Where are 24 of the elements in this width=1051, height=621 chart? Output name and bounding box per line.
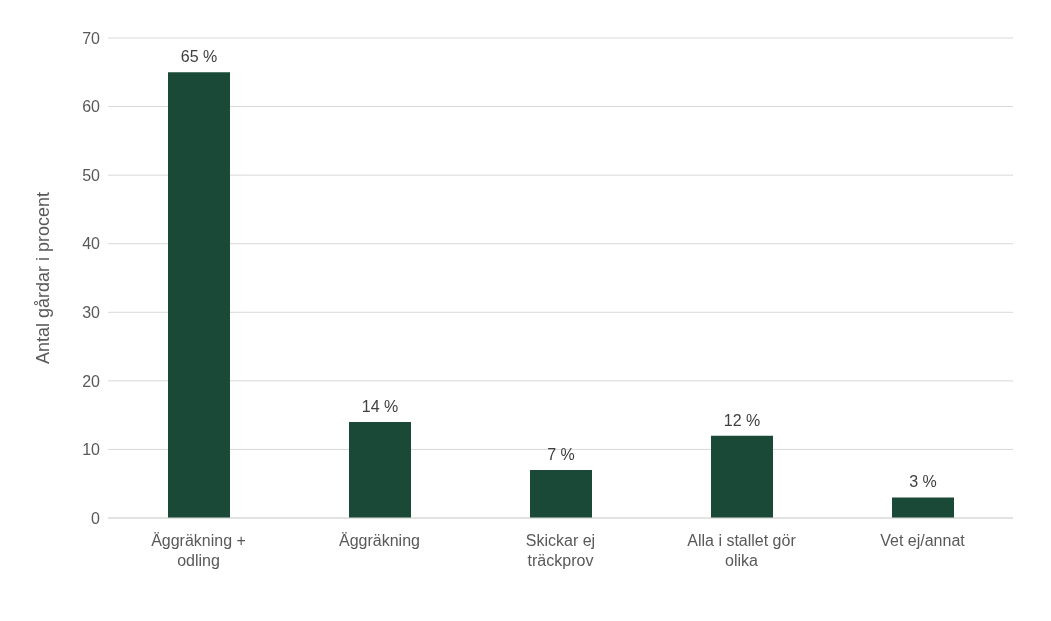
bar (892, 497, 954, 518)
y-tick-label: 10 (82, 441, 101, 459)
x-tick-label: Alla i stallet gör olika (687, 532, 797, 569)
y-tick-label: 50 (82, 166, 101, 184)
data-label: 3 % (909, 473, 937, 491)
data-label: 12 % (723, 411, 761, 429)
y-tick-label: 20 (82, 372, 101, 390)
x-tick-label: Äggräkning (339, 532, 420, 549)
bar (530, 470, 592, 518)
y-tick-label: 40 (82, 235, 101, 253)
data-label: 14 % (361, 398, 399, 415)
y-tick-label: 0 (91, 509, 101, 527)
bar (711, 435, 773, 518)
x-tick-label: Skickar ej träckprov (525, 532, 596, 569)
data-label: 65 % (180, 48, 218, 66)
y-tick-label: 60 (82, 98, 101, 116)
y-axis-title: Antal gårdar i procent (33, 191, 54, 365)
bar (349, 422, 411, 518)
data-label: 7 % (547, 446, 575, 463)
y-tick-label: 70 (82, 29, 101, 47)
x-tick-label: Vet ej/annat (880, 532, 966, 549)
y-tick-label: 30 (82, 303, 101, 321)
x-tick-label: Äggräkning + odling (151, 532, 246, 569)
bar (168, 72, 230, 518)
